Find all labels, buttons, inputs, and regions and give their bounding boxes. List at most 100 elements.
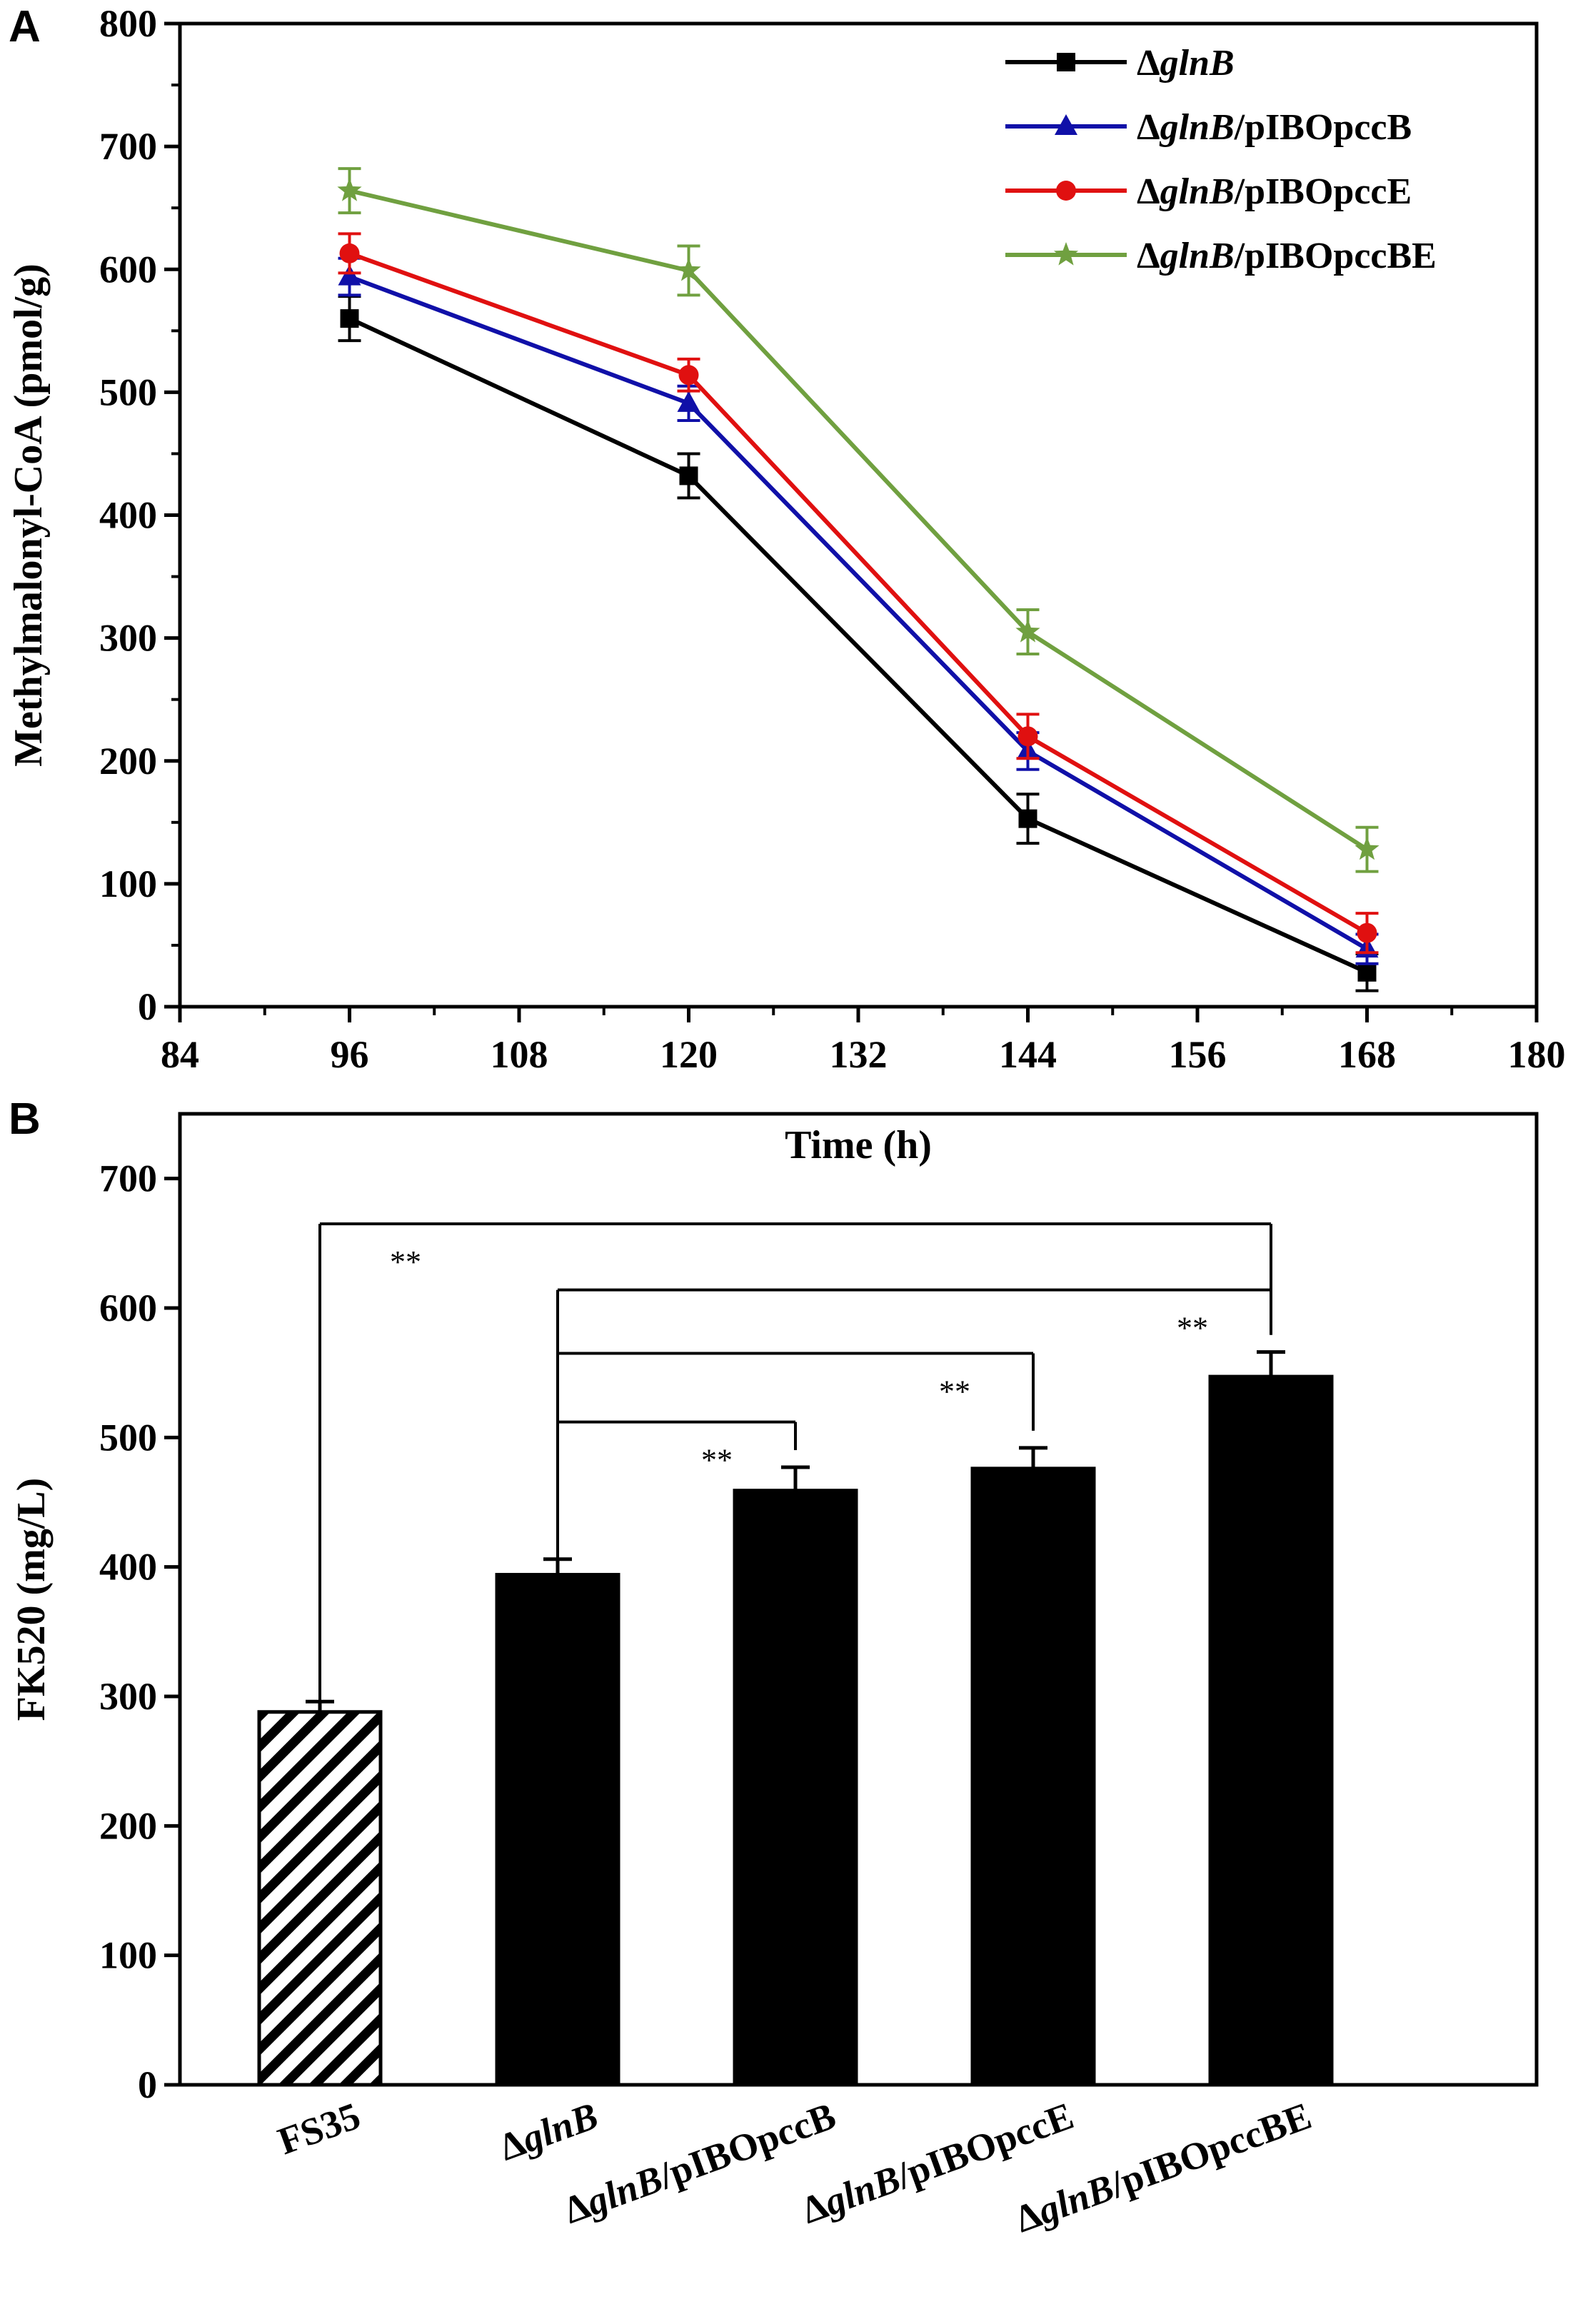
- legend-label: ΔglnB: [1137, 43, 1235, 84]
- y-tick-label: 200: [99, 1804, 157, 1847]
- legend-label-prefix: Δ: [1137, 107, 1160, 148]
- panel-a-line-chart: 0 100 200 300 400 500 600 700 800 84 96 108 120 132 14…: [6, 2, 1566, 1167]
- bar: [495, 1573, 620, 2087]
- y-tick-label: 0: [138, 2063, 157, 2106]
- legend-label: ΔglnB/pIBOpccB: [1137, 107, 1412, 148]
- x-tick-label: 168: [1338, 1033, 1396, 1076]
- panel-b-bars: FS35 ΔglnBΔglnB/pIBOpccBΔglnB/pIBOpccEΔgl…: [257, 1350, 1334, 2240]
- legend-marker: [1057, 53, 1075, 71]
- series-line: [348, 316, 1368, 975]
- significance-label: **: [390, 1244, 421, 1279]
- legend-marker: [1055, 114, 1077, 135]
- y-tick-label: 700: [99, 125, 157, 168]
- category-label-main: FS35: [273, 2094, 366, 2163]
- legend-label: ΔglnB/pIBOpccBE: [1137, 236, 1437, 276]
- legend-label-suffix: /pIBOpccB: [1234, 107, 1412, 148]
- y-tick-label: 300: [99, 1675, 157, 1718]
- x-tick-label: 144: [999, 1033, 1057, 1076]
- y-tick-label: 400: [99, 1546, 157, 1589]
- series-0: [338, 295, 1379, 992]
- data-point: [1355, 836, 1380, 860]
- y-tick-label: 800: [99, 2, 157, 45]
- data-point: [340, 309, 359, 328]
- bar: [257, 1710, 383, 2087]
- bar: [733, 1489, 858, 2087]
- category-label-suffix: /pIBOpccE: [890, 2094, 1079, 2198]
- legend-label-suffix: /pIBOpccE: [1234, 171, 1412, 212]
- y-tick-label: 400: [99, 494, 157, 537]
- data-point: [1018, 809, 1037, 828]
- legend-label-prefix: Δ: [1137, 236, 1160, 276]
- legend-marker: [1053, 242, 1079, 266]
- bar: [1208, 1374, 1334, 2087]
- y-tick-label: 200: [99, 740, 157, 783]
- y-tick-label: 100: [99, 862, 157, 905]
- data-point: [337, 178, 362, 201]
- x-tick-label: 120: [660, 1033, 718, 1076]
- data-point: [676, 258, 701, 281]
- series-3: [337, 167, 1380, 873]
- panel-a-series: [337, 167, 1380, 992]
- category-label-main: glnB: [581, 2157, 668, 2224]
- data-point: [1357, 962, 1377, 982]
- y-tick-label: 500: [99, 371, 157, 413]
- legend-label-suffix: /pIBOpccBE: [1234, 236, 1437, 276]
- legend-label-main: glnB: [1160, 171, 1235, 212]
- category-label-suffix: /pIBOpccB: [653, 2094, 841, 2198]
- significance-label: **: [701, 1443, 733, 1478]
- x-tick-label: 132: [830, 1033, 888, 1076]
- x-tick-label: 180: [1508, 1033, 1566, 1076]
- category-label-suffix: /pIBOpccBE: [1104, 2094, 1317, 2206]
- data-point: [679, 466, 698, 486]
- data-point: [678, 365, 699, 386]
- data-point: [1017, 726, 1038, 747]
- legend-label-main: glnB: [1160, 236, 1235, 276]
- legend-label-main: glnB: [1160, 43, 1235, 84]
- data-point: [677, 391, 700, 412]
- category-label-main: glnB: [818, 2157, 906, 2224]
- panel-a-letter: A: [9, 2, 41, 51]
- data-point: [338, 264, 361, 286]
- y-tick-label: 100: [99, 1934, 157, 1977]
- y-tick-label: 700: [99, 1157, 157, 1200]
- panel-a-axes: 0 100 200 300 400 500 600 700 800 84 96 108 120 132 14…: [99, 2, 1566, 1076]
- category-label: FS35: [273, 2094, 366, 2163]
- x-tick-label: 108: [491, 1033, 548, 1076]
- bar: [970, 1467, 1096, 2087]
- panel-b-axes: 0 100 200 300 400 500 600 700: [99, 1157, 180, 2106]
- data-point: [1357, 922, 1377, 943]
- y-tick-label: 0: [138, 985, 157, 1028]
- panel-b-y-axis-title: FK520 (mg/L): [9, 1478, 54, 1721]
- panel-a-legend: ΔglnBΔglnB/pIBOpccBΔglnB/pIBOpccEΔglnB/p…: [1005, 43, 1437, 276]
- panel-b-bar-chart: FS35 ΔglnBΔglnB/pIBOpccBΔglnB/pIBOpccEΔgl…: [9, 1112, 1539, 2240]
- legend-label: ΔglnB/pIBOpccE: [1137, 171, 1412, 212]
- category-label: ΔglnB/pIBOpccB: [558, 2094, 841, 2232]
- panel-b-letter: B: [9, 1095, 41, 1144]
- x-tick-label: 96: [331, 1033, 369, 1076]
- series-line: [348, 274, 1369, 951]
- x-tick-label: 156: [1169, 1033, 1227, 1076]
- y-tick-label: 600: [99, 248, 157, 291]
- panel-a-x-axis-title: Time (h): [785, 1123, 932, 1167]
- panel-b-plot-frame: [178, 1112, 1539, 2087]
- legend-marker: [1056, 181, 1076, 201]
- series-2: [338, 232, 1379, 955]
- data-point: [1015, 619, 1040, 643]
- y-tick-label: 600: [99, 1287, 157, 1329]
- y-tick-label: 500: [99, 1416, 157, 1459]
- series-1: [338, 256, 1379, 965]
- legend-label-prefix: Δ: [1137, 171, 1160, 212]
- x-tick-label: 84: [161, 1033, 199, 1076]
- panel-a-y-axis-title: Methylmalonyl-CoA (pmol/g): [6, 263, 51, 767]
- legend-label-prefix: Δ: [1137, 43, 1160, 84]
- category-label: ΔglnB: [493, 2094, 603, 2169]
- category-label-main: glnB: [516, 2094, 603, 2161]
- significance-label: **: [939, 1374, 970, 1409]
- category-label-main: glnB: [1032, 2165, 1120, 2233]
- significance-label: **: [1177, 1311, 1208, 1346]
- data-point: [339, 243, 360, 263]
- legend-label-main: glnB: [1160, 107, 1235, 148]
- series-line: [348, 251, 1369, 935]
- y-tick-label: 300: [99, 617, 157, 660]
